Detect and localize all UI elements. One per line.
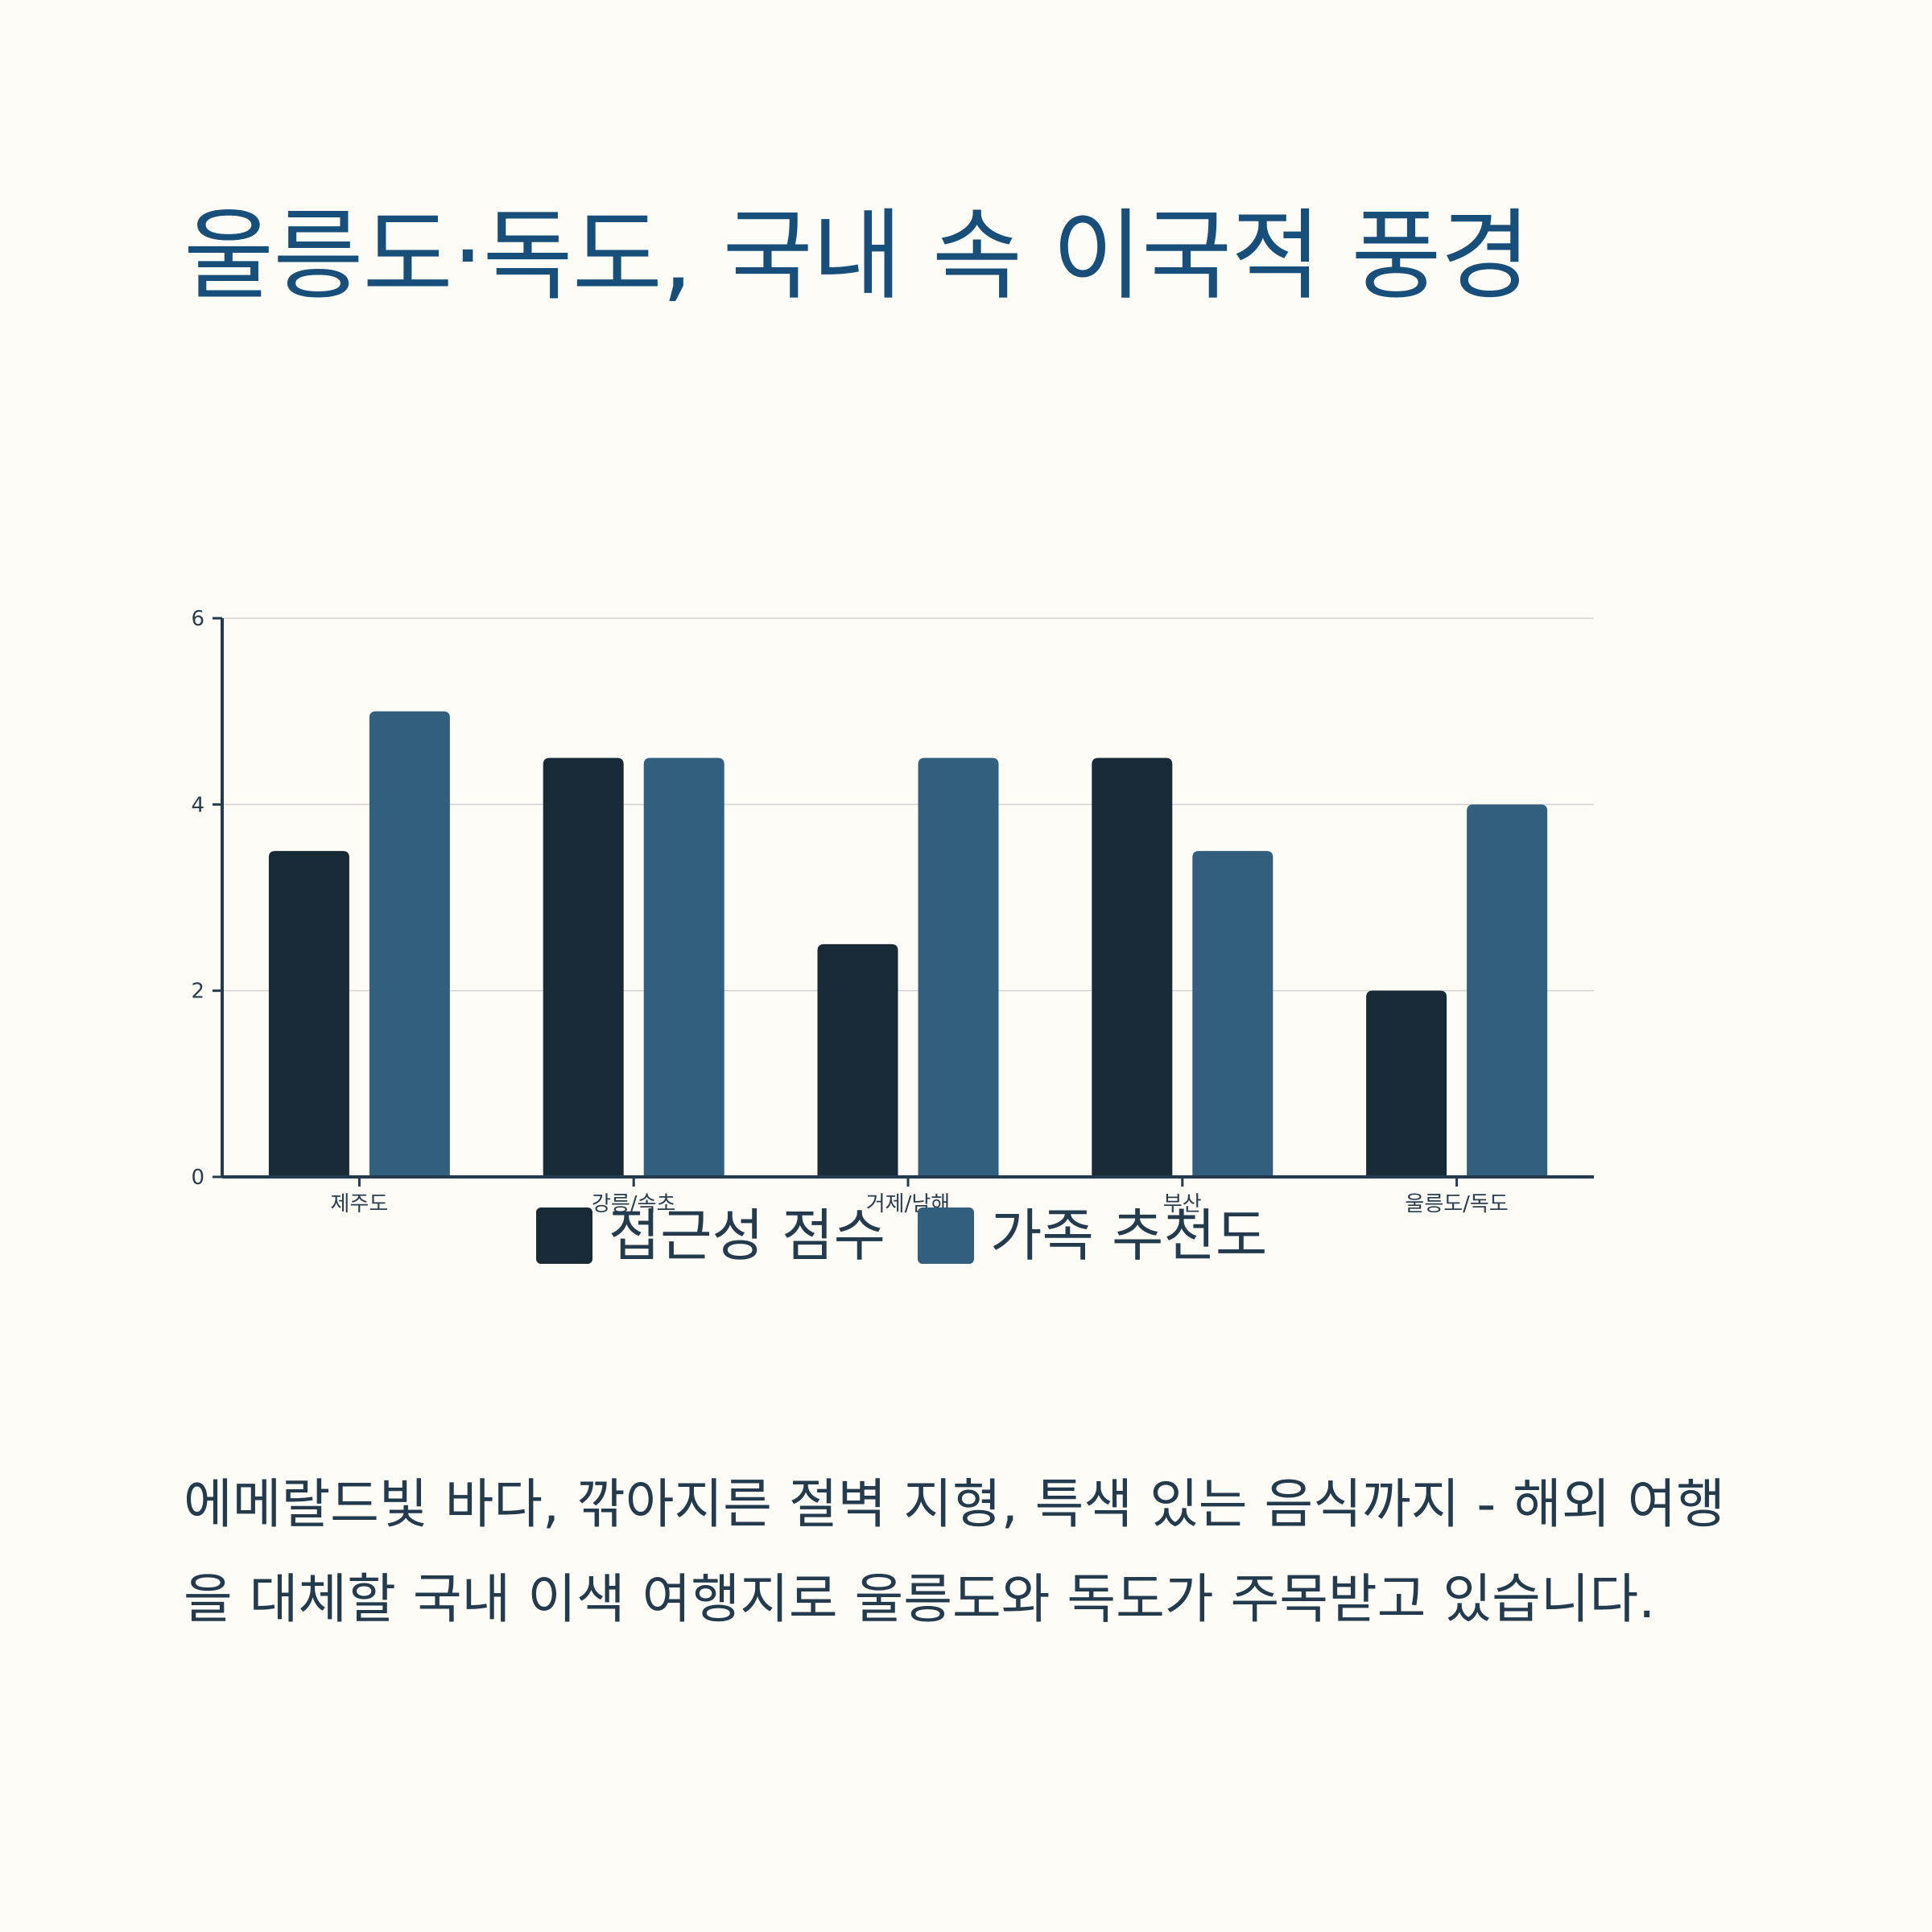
bar-family-recommendation (1192, 851, 1274, 1177)
legend-label: 가족 추천도 (990, 1203, 1268, 1269)
bar-accessibility (543, 758, 624, 1177)
description-text: 에메랄드빛 바다, 깎아지른 절벽 지형, 특색 있는 음식까지 - 해외 여행… (184, 1473, 1726, 1630)
legend-swatch (535, 1208, 592, 1264)
x-tick-label: 부산 (1163, 1192, 1202, 1216)
bar-family-recommendation (369, 711, 450, 1177)
legend-swatch (918, 1208, 974, 1264)
x-tick-label: 제주도 (331, 1192, 389, 1216)
bar-family-recommendation (1467, 804, 1548, 1177)
bar-family-recommendation (918, 758, 999, 1177)
bar-accessibility (1366, 990, 1447, 1177)
bar-accessibility (1092, 758, 1173, 1177)
legend-label: 접근성 점수 (608, 1203, 886, 1269)
y-tick-label: 4 (191, 793, 204, 817)
y-tick-label: 6 (191, 607, 204, 631)
legend-item: 접근성 점수 (535, 1203, 886, 1269)
bar-chart: 0 2 4 6 제주도 강릉/속초 거제/남해 부산 울릉도/독도 접근성 점수 가족 추천도 (161, 580, 1642, 1304)
chart-legend: 접근성 점수 가족 추천도 (161, 1208, 1642, 1264)
legend-item: 가족 추천도 (918, 1208, 1267, 1264)
bar-accessibility (817, 943, 898, 1177)
x-tick-label: 울릉도/독도 (1405, 1192, 1508, 1216)
bar-family-recommendation (643, 758, 724, 1177)
x-tick-label: 강릉/속초 (592, 1192, 675, 1216)
bar-accessibility (268, 851, 349, 1177)
page-title: 울릉도·독도, 국내 속 이국적 풍경 (184, 199, 1531, 313)
y-tick-label: 2 (191, 980, 204, 1004)
y-tick-label: 0 (191, 1166, 204, 1190)
